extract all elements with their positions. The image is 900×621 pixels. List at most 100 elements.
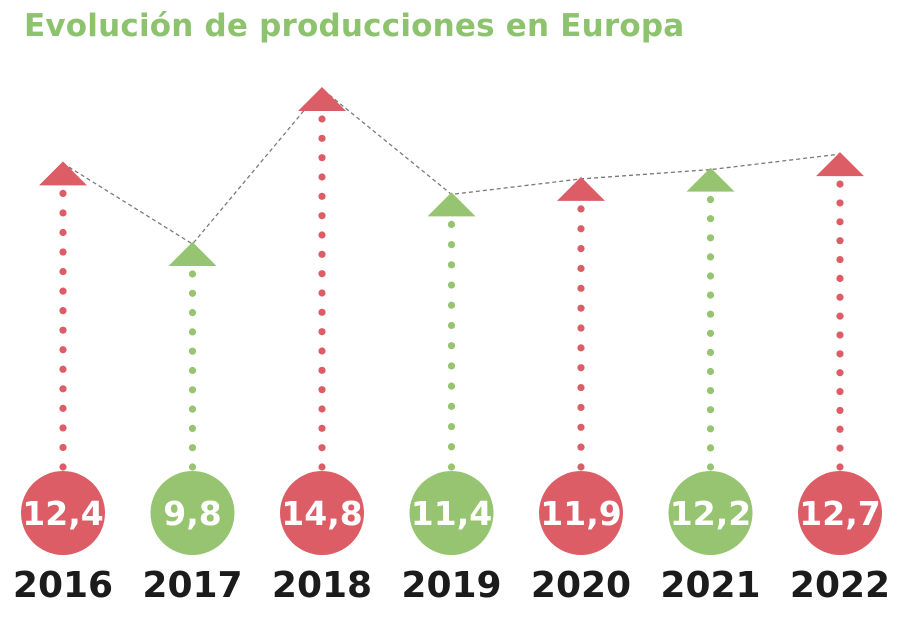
stem-dot [318, 347, 326, 355]
triangle-markers-layer [39, 87, 864, 266]
stem-dot [318, 405, 326, 413]
stem-dot [59, 287, 67, 295]
stem-dot [318, 444, 326, 452]
dotted-stem-2017 [188, 270, 197, 471]
dotted-stem-2022 [836, 180, 844, 471]
stem-dot [836, 369, 844, 377]
dotted-stem-2018 [318, 115, 326, 471]
stem-dot [318, 366, 326, 374]
year-label-2018: 2018 [272, 565, 372, 606]
stem-dot [836, 218, 844, 226]
stem-dot [577, 423, 585, 431]
stem-dot [318, 173, 326, 181]
stem-dot [706, 348, 715, 356]
year-label-2021: 2021 [660, 565, 760, 606]
value-circle-2022 [798, 471, 882, 555]
stem-dot [706, 329, 715, 337]
year-label-2020: 2020 [531, 565, 631, 606]
stem-dot [577, 383, 585, 392]
stem-dot [188, 463, 197, 471]
stem-dot [836, 237, 844, 245]
stem-dot [59, 189, 67, 197]
stem-dot [447, 220, 456, 228]
triangle-marker-2022 [816, 152, 864, 177]
value-circle-2019 [409, 471, 494, 555]
stem-dot [318, 424, 326, 432]
stem-dot [577, 443, 585, 451]
value-label-2019: 11,4 [411, 494, 492, 533]
stem-dot [836, 331, 844, 339]
dotted-stem-2016 [59, 189, 67, 471]
stem-dot [836, 463, 844, 471]
triangle-marker-2017 [168, 242, 217, 266]
stem-dot [447, 301, 456, 309]
stem-dot [318, 270, 326, 278]
year-label-2016: 2016 [13, 565, 113, 606]
stem-dot [188, 328, 197, 336]
stem-dot [318, 154, 326, 162]
stem-dot [318, 308, 326, 316]
stem-dot [59, 365, 67, 373]
stem-dot [318, 328, 326, 336]
stem-dot [706, 253, 715, 261]
value-label-2021: 12,2 [670, 494, 751, 533]
stem-dot [836, 406, 844, 415]
stem-dot [447, 463, 456, 471]
stem-dot [577, 324, 585, 332]
stem-dot [706, 234, 715, 242]
stem-dot [836, 350, 844, 358]
value-label-2016: 12,4 [22, 494, 103, 533]
stem-dot [188, 386, 197, 394]
year-labels-layer: 2016 2017 2018 2019 2020 2021 2022 [13, 565, 890, 606]
stem-dot [318, 289, 326, 297]
stem-dot [59, 385, 67, 393]
stem-dot [59, 326, 67, 334]
stem-dot [59, 424, 67, 432]
stem-dot [59, 463, 67, 471]
value-circles-layer: 12,4 9,8 14,8 11,4 11,9 12,2 12,7 [21, 471, 882, 555]
stem-dot [318, 115, 326, 123]
stem-dot [577, 364, 585, 372]
year-label-2019: 2019 [401, 565, 501, 606]
stem-dot [577, 304, 585, 312]
stem-dot [318, 250, 326, 258]
stem-dot [447, 422, 456, 431]
stem-dot [836, 425, 844, 433]
stem-dot [447, 321, 456, 330]
stem-dot [318, 192, 326, 200]
stem-dot [318, 134, 326, 142]
stem-dot [318, 212, 326, 220]
stem-dot [836, 387, 844, 396]
triangle-marker-2020 [557, 176, 605, 201]
stem-dot [59, 248, 67, 256]
trend-connector-line [62, 88, 841, 245]
stem-dot [706, 406, 715, 414]
stem-dot [577, 463, 585, 471]
year-label-2022: 2022 [790, 565, 890, 606]
chart-title: Evolución de producciones en Europa [24, 8, 685, 44]
year-label-2017: 2017 [142, 565, 242, 606]
stem-dot [318, 463, 326, 471]
stem-dot [447, 443, 456, 451]
stem-dot [188, 405, 197, 413]
value-label-2022: 12,7 [799, 494, 880, 533]
stem-dot [706, 215, 715, 223]
triangle-marker-2019 [427, 192, 476, 217]
trend-connector-layer [62, 88, 841, 245]
value-label-2017: 9,8 [163, 494, 221, 533]
value-circle-2018 [280, 471, 364, 555]
stem-dot [706, 367, 715, 376]
stem-dot [577, 264, 585, 273]
stem-dot [577, 225, 585, 233]
value-circle-2021 [668, 471, 753, 555]
stem-dot [706, 444, 715, 452]
stem-dot [188, 444, 197, 452]
value-circle-2017 [150, 471, 235, 555]
stem-dot [706, 291, 715, 299]
stem-dot [447, 281, 456, 289]
stem-dot [447, 362, 456, 370]
stem-dot [706, 387, 715, 395]
value-circle-2016 [21, 471, 105, 555]
stem-dot [447, 382, 456, 390]
